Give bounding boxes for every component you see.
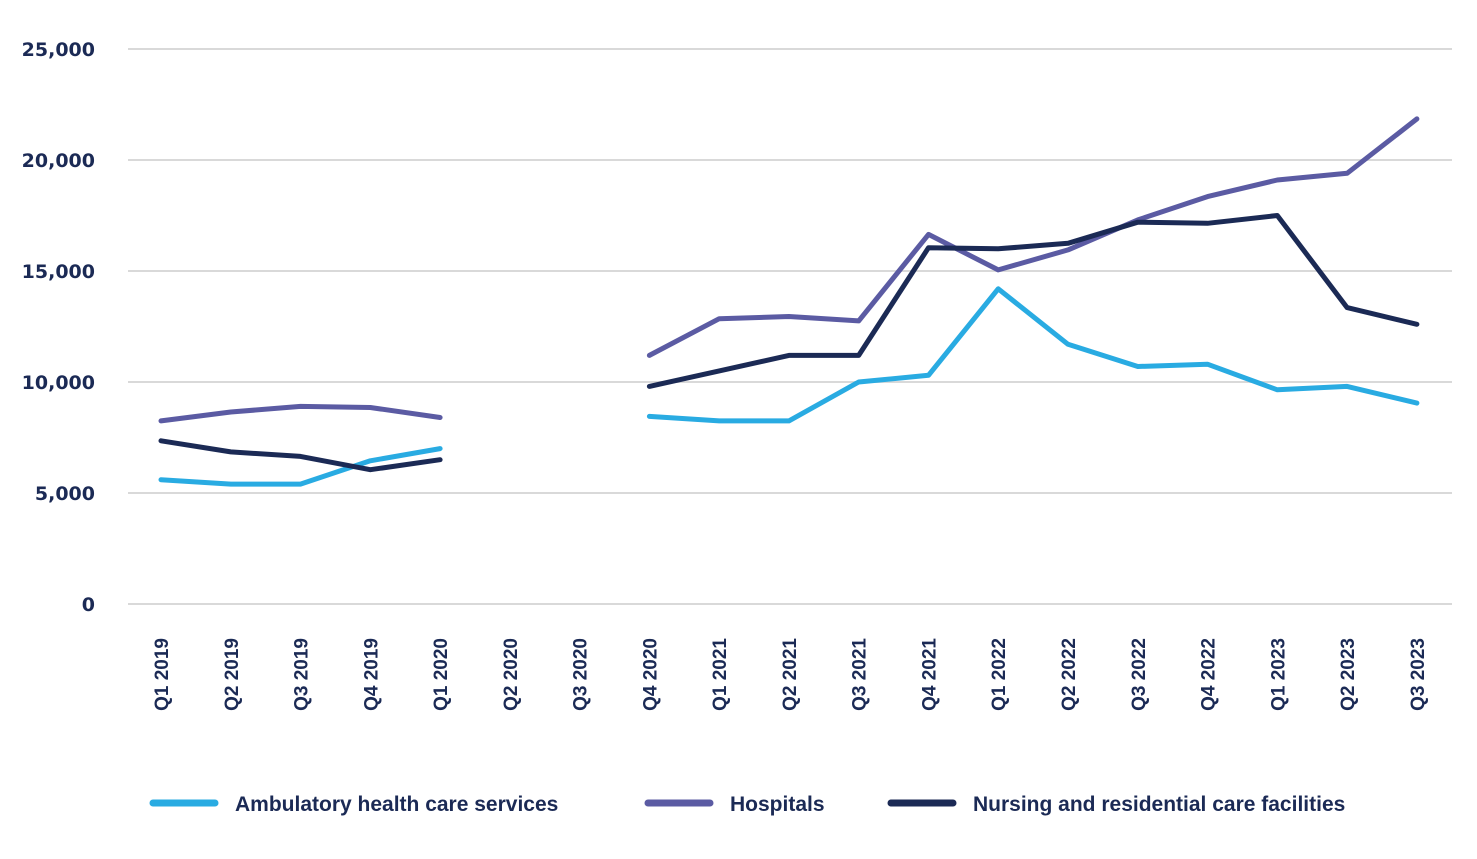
legend-label-nursing-and-residential-care-facilities: Nursing and residential care facilities <box>973 793 1345 816</box>
gridlines <box>128 48 1452 605</box>
x-tick-label: Q2 2023 <box>1338 638 1359 711</box>
y-tick-label: 10,000 <box>22 372 95 394</box>
y-tick-label: 5,000 <box>35 483 95 505</box>
x-tick-label: Q2 2020 <box>501 638 522 711</box>
x-tick-label: Q2 2021 <box>780 638 801 711</box>
y-axis: 0 5,000 10,000 15,000 20,000 25,000 <box>22 39 95 616</box>
legend: Ambulatory health care services Hospitals… <box>149 793 1345 816</box>
legend-label-ambulatory-health-care-services: Ambulatory health care services <box>235 793 558 816</box>
x-tick-label: Q1 2023 <box>1268 638 1289 711</box>
y-tick-label: 0 <box>82 594 95 616</box>
x-tick-label: Q1 2020 <box>431 638 452 711</box>
x-tick-label: Q3 2019 <box>292 638 313 711</box>
x-tick-label: Q4 2021 <box>919 638 940 711</box>
series-lines <box>158 116 1420 487</box>
x-tick-label: Q3 2023 <box>1408 638 1429 711</box>
y-tick-label: 25,000 <box>22 39 95 61</box>
series-line-hospitals <box>158 403 443 424</box>
x-tick-label: Q1 2022 <box>989 638 1010 711</box>
x-tick-label: Q3 2020 <box>571 638 592 711</box>
x-tick-label: Q2 2022 <box>1059 638 1080 711</box>
x-tick-label: Q3 2021 <box>850 638 871 711</box>
y-tick-label: 15,000 <box>22 261 95 283</box>
x-tick-label: Q3 2022 <box>1129 638 1150 711</box>
legend-label-hospitals: Hospitals <box>730 793 825 816</box>
x-tick-label: Q4 2022 <box>1199 638 1220 711</box>
series-line-ambulatory-health-care-services <box>646 286 1420 424</box>
x-tick-label: Q1 2019 <box>152 638 173 711</box>
x-axis: Q1 2019 Q2 2019 Q3 2019 Q4 2019 Q1 2020 Q2 20… <box>152 638 1429 711</box>
series-line-nursing-and-residential-care-facilities <box>646 213 1420 389</box>
x-tick-label: Q1 2021 <box>710 638 731 711</box>
x-tick-label: Q4 2020 <box>640 638 661 711</box>
series-line-ambulatory-health-care-services <box>158 446 443 487</box>
y-tick-label: 20,000 <box>22 150 95 172</box>
series-line-hospitals <box>646 116 1420 358</box>
x-tick-label: Q4 2019 <box>361 638 382 711</box>
series-line-nursing-and-residential-care-facilities <box>158 438 443 473</box>
x-tick-label: Q2 2019 <box>222 638 243 711</box>
